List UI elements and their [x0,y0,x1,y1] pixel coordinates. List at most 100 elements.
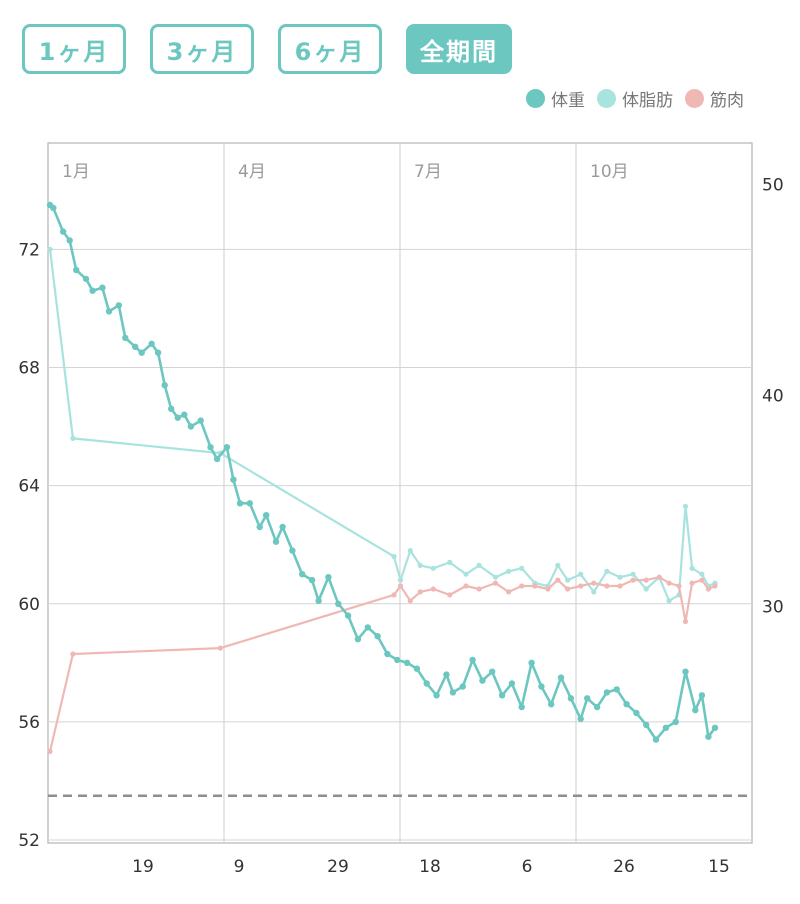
tab-3-months[interactable]: 3ヶ月 [150,24,254,74]
data-point [197,417,204,424]
data-point [519,583,525,589]
data-point [47,748,53,755]
data-point [403,659,411,666]
data-point [308,576,316,584]
y-tick-label: 52 [18,831,40,851]
data-point [555,577,561,583]
legend-label: 体脂肪 [622,91,673,111]
data-point [391,553,397,560]
month-label: 7月 [414,162,442,182]
data-point [565,586,571,592]
data-point [469,656,476,664]
data-point [643,721,650,729]
data-point [132,343,139,350]
data-point [682,668,689,675]
data-point [682,503,689,509]
data-point [489,668,496,675]
data-point [492,574,499,580]
y2-tick-label: 50 [762,175,784,195]
data-point [223,444,231,451]
data-point [138,349,145,356]
data-point [545,586,551,592]
data-point [397,577,404,583]
data-point [689,580,695,586]
data-point [682,618,689,625]
data-point [506,589,512,595]
data-point [459,683,466,690]
data-point [617,583,623,589]
data-point [433,692,440,699]
data-point [82,275,90,283]
legend-item-muscle: 筋肉 [685,86,744,111]
legend-label: 筋肉 [710,91,744,111]
data-point [407,548,413,554]
data-point [187,423,195,430]
x-tick-label: 29 [327,857,349,877]
data-point [630,577,636,583]
data-point [272,538,280,545]
data-point [506,568,512,574]
y-tick-label: 60 [18,595,40,615]
data-point [604,568,610,574]
data-point [604,583,610,589]
data-point [548,701,555,708]
x-tick-label: 18 [419,857,441,877]
data-point [711,724,719,731]
data-point [99,284,106,291]
data-point [633,709,640,717]
data-point [508,680,516,687]
x-tick-label: 19 [132,857,154,877]
data-point [181,411,188,418]
data-point [699,577,705,583]
data-point [476,562,482,569]
data-point [430,565,436,571]
data-point [364,624,371,631]
y-tick-label: 56 [18,713,40,733]
month-label: 10月 [590,162,629,182]
tab-1-month[interactable]: 1ヶ月 [22,24,126,74]
data-point [66,237,73,244]
data-point [698,692,706,699]
data-point [463,583,469,589]
data-point [623,701,630,708]
tab-all-period[interactable]: 全期間 [406,24,512,74]
data-point [538,683,545,690]
data-point [557,674,565,681]
series-line-weight [49,204,717,741]
legend-dot-icon [597,89,616,108]
data-point [374,633,381,640]
data-point [689,565,695,571]
data-point [479,677,486,684]
y2-tick-label: 40 [762,387,784,407]
x-tick-label: 6 [522,857,533,877]
data-point [47,246,53,252]
data-point [417,562,423,569]
data-point [115,302,123,309]
data-point [279,523,286,531]
data-point [662,724,670,731]
x-tick-label: 26 [613,857,635,877]
data-point [652,736,660,743]
data-point [443,671,450,678]
data-point [532,583,538,589]
data-point [263,512,270,519]
y2-tick-label: 30 [762,598,784,618]
data-point [656,574,662,580]
data-point [463,571,469,577]
data-point [289,547,296,554]
data-point [174,414,181,421]
data-point [603,689,611,696]
data-point [230,476,237,483]
tab-6-months[interactable]: 6ヶ月 [278,24,382,74]
data-point [705,586,712,592]
data-point [207,444,214,451]
series-line-body-fat [48,249,716,602]
data-point [591,589,597,595]
data-point [498,692,506,699]
data-point [148,340,155,347]
x-tick-label: 9 [234,857,245,877]
data-point [476,586,482,592]
data-point [344,612,352,619]
data-point [335,600,342,607]
data-point [492,580,499,586]
